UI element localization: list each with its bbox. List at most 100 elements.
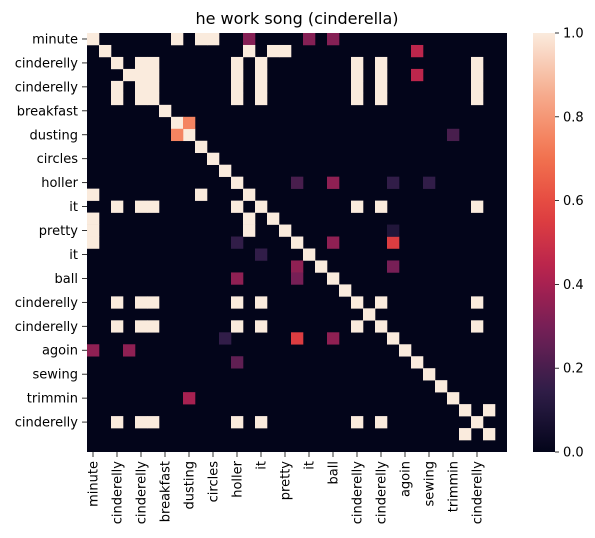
heatmap-cell — [327, 236, 340, 249]
heatmap-cell — [147, 296, 160, 309]
x-tick-label: it — [255, 461, 270, 470]
x-tick-label: minute — [87, 461, 102, 507]
heatmap-cell — [351, 416, 364, 429]
heatmap-cell — [255, 80, 268, 94]
heatmap-cell — [303, 33, 316, 46]
heatmap-cell — [111, 416, 124, 429]
heatmap-cell — [471, 92, 484, 106]
heatmap-cell — [171, 33, 184, 46]
heatmap-cell — [195, 188, 208, 201]
heatmap-cell — [411, 44, 424, 58]
heatmap-cell — [483, 428, 496, 441]
heatmap-cell — [231, 272, 244, 285]
x-tick-label: cinderelly — [135, 461, 150, 525]
y-tick-label: it — [69, 200, 78, 215]
heatmap-cell — [327, 272, 340, 285]
x-tick-label: cinderelly — [375, 461, 390, 525]
x-tick-label: breakfast — [159, 461, 174, 522]
heatmap-cell — [291, 332, 304, 345]
heatmap-cell — [471, 56, 484, 70]
heatmap-cell — [147, 68, 160, 82]
heatmap-cell — [351, 200, 364, 213]
heatmap-cell — [231, 68, 244, 82]
heatmap-cell — [291, 176, 304, 189]
heatmap-cell — [135, 56, 148, 70]
y-tick-label: dusting — [30, 128, 78, 143]
x-tick-label: ball — [327, 461, 342, 484]
heatmap-cell — [183, 392, 196, 405]
heatmap-cell — [387, 260, 400, 273]
y-tick-label: agoin — [42, 344, 78, 359]
x-tick-label: agoin — [399, 461, 414, 497]
heatmap-cell — [459, 404, 472, 417]
heatmap-cell — [471, 200, 484, 213]
x-tick-label: pretty — [279, 461, 294, 501]
colorbar-tick-label: 1.0 — [563, 27, 584, 42]
heatmap-cell — [231, 320, 244, 333]
heatmap-cell — [111, 200, 124, 213]
heatmap-cell — [291, 236, 304, 249]
heatmap-cell — [471, 320, 484, 333]
heatmap-cell — [387, 236, 400, 249]
heatmap-cell — [255, 200, 268, 213]
y-tick-label: trimmin — [27, 392, 78, 407]
heatmap-cell — [375, 80, 388, 94]
heatmap-cell — [243, 44, 256, 58]
heatmap-cell — [315, 260, 328, 273]
heatmap-cell — [411, 68, 424, 82]
heatmap-cell — [111, 320, 124, 333]
heatmap-cell — [447, 128, 460, 142]
heatmap-cell — [255, 320, 268, 333]
colorbar-tick-label: 0.8 — [563, 110, 584, 125]
heatmap-cell — [135, 92, 148, 106]
heatmap-cell — [423, 176, 436, 189]
heatmap-cell — [471, 68, 484, 82]
heatmap-cell — [255, 248, 268, 261]
heatmap-cell — [147, 92, 160, 106]
heatmap-cell — [231, 416, 244, 429]
heatmap-cell — [87, 33, 100, 46]
heatmap-cell — [267, 44, 280, 58]
heatmap-cell — [123, 68, 136, 82]
heatmap-cell — [375, 296, 388, 309]
heatmap-cell — [111, 92, 124, 106]
heatmap-cell — [255, 92, 268, 106]
heatmap-cell — [135, 416, 148, 429]
y-tick-label: pretty — [39, 224, 79, 239]
heatmap-cell — [231, 56, 244, 70]
heatmap-cells — [87, 33, 507, 452]
heatmap-cell — [147, 416, 160, 429]
y-tick-label: cinderelly — [15, 80, 79, 95]
heatmap-cell — [135, 68, 148, 82]
x-tick-label: holler — [231, 460, 246, 497]
heatmap-cell — [207, 152, 220, 165]
heatmap-cell — [471, 416, 484, 429]
heatmap-cell — [423, 368, 436, 381]
heatmap-cell — [111, 80, 124, 94]
heatmap-cell — [231, 356, 244, 369]
heatmap-cell — [87, 344, 100, 357]
heatmap-cell — [351, 56, 364, 70]
heatmap-cell — [171, 116, 184, 130]
heatmap-cell — [327, 332, 340, 345]
heatmap-cell — [351, 92, 364, 106]
x-tick-label: circles — [207, 461, 222, 503]
heatmap-cell — [351, 80, 364, 94]
y-tick-label: minute — [32, 32, 78, 47]
heatmap-cell — [375, 68, 388, 82]
heatmap-cell — [231, 92, 244, 106]
heatmap-cell — [279, 224, 292, 237]
y-axis: minute cinderelly cinderelly breakfast dusti… — [15, 32, 87, 431]
x-tick-label: it — [303, 461, 318, 470]
heatmap-cell — [255, 296, 268, 309]
heatmap-cell — [267, 212, 280, 225]
heatmap-cell — [375, 320, 388, 333]
y-tick-label: circles — [37, 152, 79, 167]
heatmap-cell — [471, 80, 484, 94]
heatmap-cell — [447, 392, 460, 405]
heatmap-cell — [327, 33, 340, 46]
heatmap-cell — [471, 296, 484, 309]
colorbar-tick-label: 0.4 — [563, 278, 584, 293]
heatmap-cell — [147, 200, 160, 213]
heatmap-cell — [171, 128, 184, 142]
